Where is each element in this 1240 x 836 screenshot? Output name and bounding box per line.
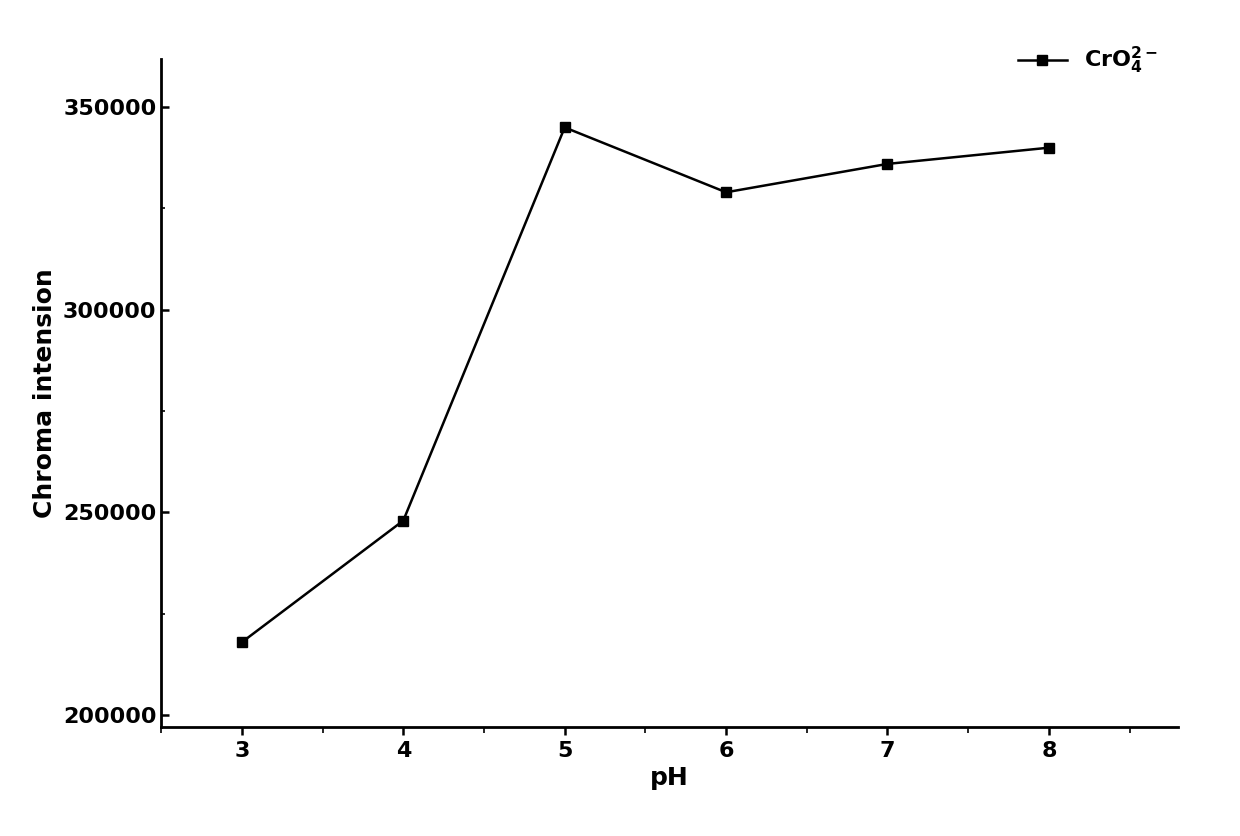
Y-axis label: Chroma intension: Chroma intension [33, 268, 57, 517]
Legend: $\mathregular{CrO_4^{2-}}$: $\mathregular{CrO_4^{2-}}$ [1009, 36, 1167, 85]
X-axis label: pH: pH [650, 766, 689, 790]
